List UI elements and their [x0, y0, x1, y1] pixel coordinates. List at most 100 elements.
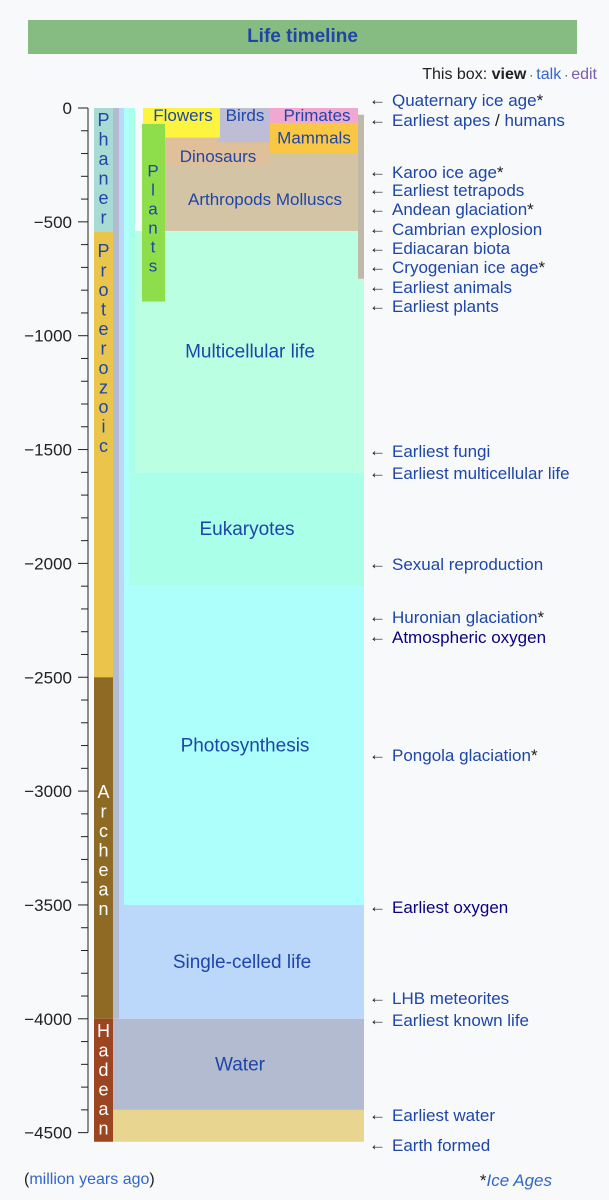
- band-label-plants-char: t: [151, 237, 156, 256]
- eon-label-archean-char: n: [98, 899, 108, 919]
- event-earliest-water[interactable]: Earliest water: [392, 1106, 495, 1125]
- eon-label-hadean-char: d: [98, 1060, 108, 1080]
- eon-label-proterozoic-char: c: [99, 436, 108, 456]
- tick-label-3500: −3500: [24, 896, 72, 915]
- band-label-primates: Primates: [283, 106, 350, 125]
- eon-label-archean-char: a: [98, 879, 109, 899]
- event-humans[interactable]: humans: [504, 111, 564, 130]
- band-arthropods-tail: [358, 114, 364, 279]
- event-arrow: ←: [369, 897, 386, 916]
- event-separator: /: [490, 111, 504, 130]
- band-label-dinosaurs: Dinosaurs: [180, 147, 257, 166]
- eon-archean: [94, 677, 113, 1019]
- band-water: [113, 1018, 364, 1110]
- event-ediacaran-biota[interactable]: Ediacaran biota: [392, 239, 511, 258]
- event-karoo-ice-age[interactable]: Karoo ice age*: [392, 163, 504, 182]
- eon-label-archean-char: c: [99, 821, 108, 841]
- eon-label-proterozoic-char: o: [98, 280, 108, 300]
- million-years-link[interactable]: million years ago: [29, 1171, 150, 1188]
- band-label-arthropods-molluscs: Arthropods Molluscs: [188, 190, 342, 209]
- eon-label-hadean-char: e: [98, 1079, 108, 1099]
- event-quaternary-ice-age[interactable]: Quaternary ice age*: [392, 91, 544, 110]
- event-earliest-fungi[interactable]: Earliest fungi: [392, 442, 490, 461]
- eon-label-phanerozoic-char: r: [101, 208, 107, 228]
- event-arrow: ←: [369, 162, 386, 181]
- event-lhb-meteorites[interactable]: LHB meteorites: [392, 989, 509, 1008]
- paren-close: ): [149, 1171, 155, 1188]
- timeline-header: Life timeline: [28, 20, 577, 54]
- stripe-euk: [129, 108, 135, 473]
- talk-link[interactable]: talk: [536, 66, 562, 83]
- band-photosynthesis: [124, 586, 364, 905]
- eon-label-phanerozoic-char: n: [98, 169, 108, 189]
- eon-label-hadean-char: a: [98, 1040, 109, 1060]
- stripe-water: [113, 108, 119, 1019]
- event-huronian-glaciation[interactable]: Huronian glaciation*: [392, 608, 545, 627]
- eon-label-archean-char: e: [98, 860, 108, 880]
- eon-phanerozoic: [94, 108, 113, 232]
- stripe-photo: [124, 108, 129, 587]
- eon-label-phanerozoic-char: e: [98, 188, 108, 208]
- band-single-celled-life: [119, 904, 364, 1019]
- event-cryogenian-ice-age[interactable]: Cryogenian ice age*: [392, 258, 545, 277]
- axis-unit-note: (million years ago): [24, 1171, 155, 1189]
- event-sexual-reproduction[interactable]: Sexual reproduction: [392, 555, 543, 574]
- band-label-birds: Birds: [226, 106, 265, 125]
- event-arrow: ←: [369, 238, 386, 257]
- event-earliest-plants[interactable]: Earliest plants: [392, 297, 499, 316]
- event-arrow: ←: [369, 257, 386, 276]
- band-multicellular-life: [135, 230, 364, 473]
- ice-ages-link[interactable]: Ice Ages: [486, 1171, 552, 1190]
- eon-label-phanerozoic-char: a: [98, 149, 109, 169]
- event-earth-formed[interactable]: Earth formed: [392, 1136, 490, 1155]
- band-mammals: [270, 122, 358, 154]
- view-link[interactable]: view: [491, 66, 527, 83]
- event-earliest-oxygen[interactable]: Earliest oxygen: [392, 898, 508, 917]
- band-plants: [142, 123, 165, 302]
- tick-label-2000: −2000: [24, 554, 72, 573]
- band-label-plants-char: a: [148, 199, 158, 218]
- ice-age-star: *: [497, 163, 504, 182]
- eon-label-hadean-char: n: [98, 1118, 108, 1138]
- tick-label-1000: −1000: [24, 327, 72, 346]
- event-arrow: ←: [369, 463, 386, 482]
- ice-age-star: *: [537, 91, 544, 110]
- eon-label-proterozoic-char: r: [101, 261, 107, 281]
- event-andean-glaciation[interactable]: Andean glaciation*: [392, 200, 534, 219]
- eon-label-proterozoic-char: i: [102, 417, 106, 437]
- edit-link[interactable]: edit: [571, 66, 597, 83]
- event-earliest-multicellular-life[interactable]: Earliest multicellular life: [392, 464, 570, 483]
- band-label-mammals: Mammals: [277, 129, 351, 148]
- event-arrow: ←: [369, 1010, 386, 1029]
- ice-ages-note: *Ice Ages: [480, 1171, 552, 1191]
- eon-label-phanerozoic-char: P: [97, 110, 109, 130]
- event-atmospheric-oxygen[interactable]: Atmospheric oxygen: [392, 628, 546, 647]
- event-arrow: ←: [369, 1135, 386, 1154]
- event-cambrian-explosion[interactable]: Cambrian explosion: [392, 220, 542, 239]
- navbox-links: This box: view · talk · edit: [422, 66, 597, 84]
- band-earth: [113, 1109, 364, 1142]
- event-earliest-apes[interactable]: Earliest apes / humans: [392, 111, 565, 130]
- eon-label-phanerozoic-char: h: [98, 130, 108, 150]
- event-pongola-glaciation[interactable]: Pongola glaciation*: [392, 746, 538, 765]
- tick-label-3000: −3000: [24, 782, 72, 801]
- tick-label-2500: −2500: [24, 668, 72, 687]
- eon-label-archean-char: h: [98, 840, 108, 860]
- event-arrow: ←: [369, 988, 386, 1007]
- event-earliest-known-life[interactable]: Earliest known life: [392, 1011, 529, 1030]
- event-arrow: ←: [369, 1105, 386, 1124]
- event-earliest-animals[interactable]: Earliest animals: [392, 278, 512, 297]
- tick-label-4000: −4000: [24, 1010, 72, 1029]
- eon-label-hadean-char: a: [98, 1099, 109, 1119]
- ice-age-star: *: [538, 258, 545, 277]
- ice-age-star: *: [538, 608, 545, 627]
- band-label-plants-char: P: [147, 161, 158, 180]
- tick-label-500: −500: [34, 213, 72, 232]
- tick-label-4500: −4500: [24, 1124, 72, 1143]
- eon-label-proterozoic-char: o: [98, 397, 108, 417]
- event-arrow: ←: [369, 110, 386, 129]
- event-earliest-tetrapods[interactable]: Earliest tetrapods: [392, 181, 524, 200]
- band-label-eukaryotes: Eukaryotes: [199, 519, 294, 540]
- band-eukaryotes: [129, 472, 364, 587]
